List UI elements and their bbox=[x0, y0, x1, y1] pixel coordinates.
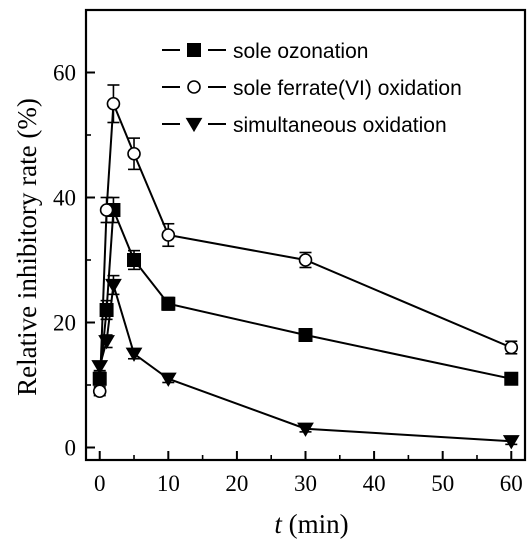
data-point bbox=[91, 360, 109, 375]
data-point bbox=[297, 422, 314, 437]
x-axis-title: t (min) bbox=[274, 509, 348, 539]
legend-item: sole ozonation bbox=[162, 40, 368, 63]
data-point bbox=[161, 296, 176, 311]
data-point bbox=[298, 253, 313, 267]
data-point bbox=[502, 435, 520, 450]
y-tick-label: 40 bbox=[53, 186, 76, 211]
legend-label: simultaneous oxidation bbox=[233, 114, 447, 137]
legend-marker bbox=[187, 43, 201, 57]
data-point bbox=[127, 146, 141, 161]
data-point bbox=[105, 278, 122, 294]
data-point bbox=[106, 96, 121, 111]
data-point bbox=[125, 347, 143, 362]
legend-label: sole ozonation bbox=[233, 40, 368, 63]
legend-marker bbox=[187, 80, 201, 94]
y-axis-title: Relative inhibitory rate (%) bbox=[12, 98, 42, 396]
series-0 bbox=[92, 196, 519, 386]
x-tick-label: 10 bbox=[157, 471, 180, 496]
series-1 bbox=[92, 84, 519, 399]
data-point bbox=[159, 372, 177, 387]
data-point bbox=[127, 253, 142, 267]
legend-marker bbox=[185, 117, 203, 133]
legend-item: sole ferrate(VI) oxidation bbox=[162, 77, 462, 100]
data-point bbox=[98, 335, 115, 350]
data-point bbox=[504, 371, 519, 386]
y-axis: 0 20 40 60 bbox=[53, 61, 95, 461]
data-point bbox=[161, 228, 176, 242]
x-tick-label: 30 bbox=[294, 471, 317, 496]
x-tick-label: 0 bbox=[94, 471, 106, 496]
series-layer bbox=[91, 84, 520, 450]
y-tick-label: 20 bbox=[53, 311, 76, 336]
legend: sole ozonation sole ferrate(VI) oxidation… bbox=[162, 40, 462, 137]
y-tick-label: 60 bbox=[53, 61, 76, 86]
x-tick-label: 40 bbox=[363, 471, 386, 496]
data-point bbox=[92, 384, 107, 399]
series-line bbox=[98, 209, 512, 380]
x-tick-label: 20 bbox=[225, 471, 248, 496]
legend-item: simultaneous oxidation bbox=[162, 114, 447, 137]
legend-label: sole ferrate(VI) oxidation bbox=[233, 77, 462, 100]
x-tick-label: 50 bbox=[431, 471, 454, 496]
series-line bbox=[98, 103, 512, 392]
x-tick-label: 60 bbox=[500, 471, 523, 496]
y-tick-label: 0 bbox=[65, 436, 77, 461]
data-point bbox=[298, 328, 313, 342]
data-point bbox=[99, 203, 114, 217]
data-point bbox=[504, 340, 519, 355]
series-2 bbox=[91, 274, 520, 450]
x-axis: 0 10 20 30 40 50 60 bbox=[94, 451, 523, 496]
